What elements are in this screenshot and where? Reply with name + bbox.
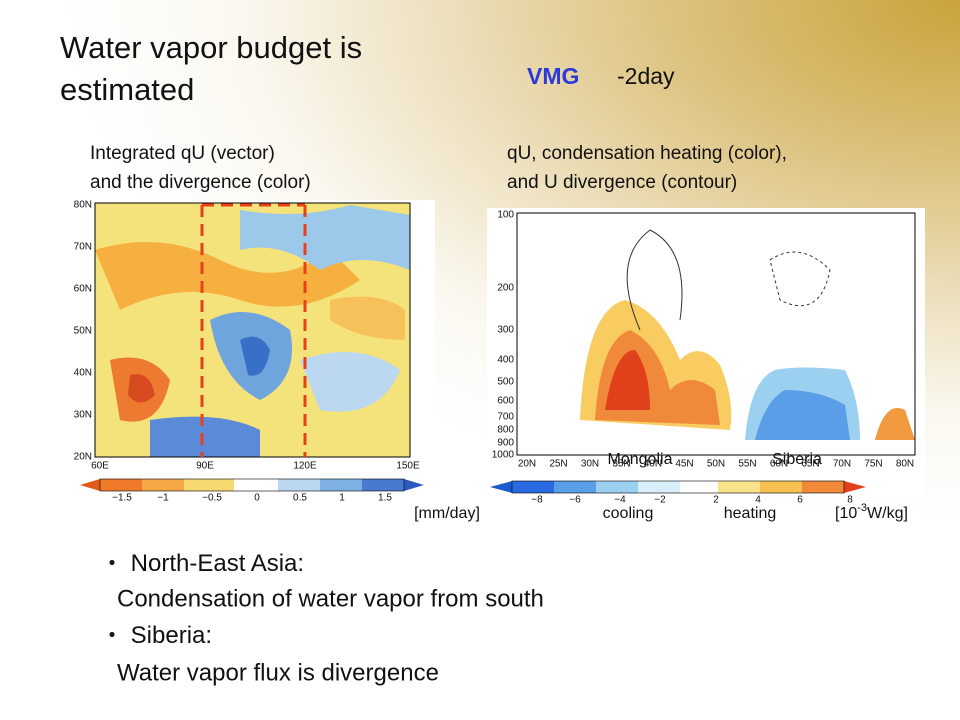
caption: and the divergence (color)	[90, 172, 311, 193]
y-tick-label: 20N	[74, 452, 92, 463]
x-tick-label: 55N	[738, 459, 756, 470]
cooling-label: cooling	[603, 505, 654, 522]
x-tick-label: 35N	[612, 459, 630, 470]
y-tick-label: 900	[497, 438, 514, 449]
x-tick-label: 30N	[581, 459, 599, 470]
x-tick-label: 40N	[644, 459, 662, 470]
right-section	[516, 212, 916, 456]
x-tick-label: 90E	[196, 461, 214, 472]
y-tick-label: 200	[497, 283, 514, 294]
y-tick-label: 400	[497, 355, 514, 366]
colorbar-label: −6	[569, 495, 581, 506]
colorbar-label: 8	[847, 495, 853, 506]
units: [mm/day]	[414, 505, 480, 522]
title: Water vapor budget is	[60, 30, 362, 65]
x-tick-label: 150E	[396, 461, 420, 472]
x-tick-label: 75N	[864, 459, 882, 470]
bullet-text: Condensation of water vapor from south	[117, 585, 544, 612]
tag-period: -2day	[617, 63, 675, 89]
tag-name: VMG	[527, 63, 579, 89]
y-tick-label: 40N	[74, 368, 92, 379]
caption: and U divergence (contour)	[507, 172, 737, 193]
colorbar-label: −2	[654, 495, 666, 506]
y-tick-label: 300	[497, 325, 514, 336]
bullet-text: Water vapor flux is divergence	[117, 659, 439, 686]
y-tick-label: 500	[497, 377, 514, 388]
colorbar-label: 6	[797, 495, 803, 506]
y-tick-label: 800	[497, 425, 514, 436]
bullet-heading-text: North-East Asia:	[131, 550, 304, 577]
y-tick-label: 600	[497, 396, 514, 407]
units: [10-3W/kg]	[835, 502, 908, 522]
bullet-heading-text: Siberia:	[131, 622, 212, 649]
colorbar-label: 1.5	[378, 493, 392, 504]
bullet-heading: ・ North-East Asia:	[100, 550, 304, 577]
left-colorbar	[80, 478, 424, 492]
y-tick-label: 100	[497, 210, 514, 221]
colorbar-label: −0.5	[202, 493, 222, 504]
colorbar-label: −1	[157, 493, 169, 504]
x-tick-label: 70N	[833, 459, 851, 470]
y-tick-label: 30N	[74, 410, 92, 421]
x-tick-label: 60N	[770, 459, 788, 470]
caption: qU, condensation heating (color),	[507, 143, 787, 164]
units-rest: W/kg]	[867, 505, 908, 522]
x-tick-label: 50N	[707, 459, 725, 470]
left-map	[94, 202, 411, 458]
region-label: Mongolia	[608, 451, 673, 468]
heating-label: heating	[724, 505, 777, 522]
bullet-heading: ・ Siberia:	[100, 622, 212, 649]
colorbar-label: 0	[254, 493, 260, 504]
x-tick-label: 45N	[675, 459, 693, 470]
x-tick-label: 25N	[549, 459, 567, 470]
y-tick-label: 1000	[492, 450, 515, 461]
x-tick-label: 20N	[518, 459, 536, 470]
colorbar-label: 2	[713, 495, 719, 506]
y-tick-label: 50N	[74, 326, 92, 337]
title: estimated	[60, 72, 194, 107]
caption: Integrated qU (vector)	[90, 143, 275, 164]
right-colorbar	[490, 480, 866, 494]
x-tick-label: 65N	[801, 459, 819, 470]
x-tick-label: 120E	[293, 461, 317, 472]
x-tick-label: 80N	[896, 459, 914, 470]
colorbar-label: 4	[755, 495, 761, 506]
colorbar-label: 0.5	[293, 493, 307, 504]
colorbar-label: −8	[531, 495, 543, 506]
colorbar-label: −1.5	[112, 493, 132, 504]
colorbar-label: 1	[339, 493, 345, 504]
colorbar-label: −4	[614, 495, 626, 506]
y-tick-label: 70N	[74, 242, 92, 253]
units-base: [10	[835, 505, 857, 522]
y-tick-label: 80N	[74, 200, 92, 211]
region-label: Siberia	[772, 451, 822, 468]
x-tick-label: 60E	[91, 461, 109, 472]
y-tick-label: 60N	[74, 284, 92, 295]
y-tick-label: 700	[497, 412, 514, 423]
units-sup: -3	[857, 502, 867, 514]
